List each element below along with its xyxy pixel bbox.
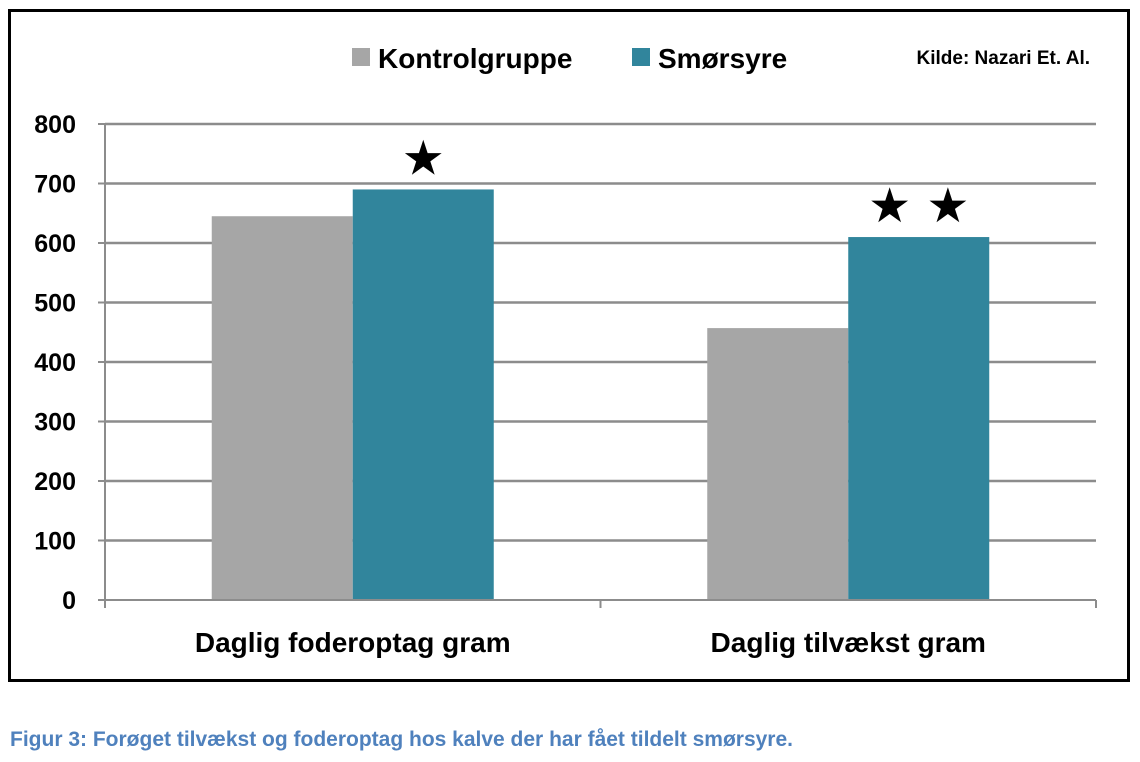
star-annotation: ★ [402, 130, 445, 186]
bars [211, 189, 990, 601]
y-tick-label: 200 [34, 468, 76, 496]
source-note: Kilde: Nazari Et. Al. [917, 48, 1091, 69]
labels: 0 100 200 300 400 500 600 700 800 Daglig foderopt… [34, 111, 986, 658]
bar-chart: 0 100 200 300 400 500 600 700 800 Daglig foderopt… [34, 43, 1097, 658]
y-tick-label: 500 [34, 290, 76, 318]
legend-swatch [632, 48, 650, 66]
axes [98, 123, 1097, 608]
legend-label: Kontrolgruppe [378, 43, 572, 74]
star-annotation: ★ ★ [868, 178, 969, 234]
bar [848, 237, 990, 601]
legend-label: Smørsyre [658, 43, 787, 74]
bar [211, 216, 353, 600]
y-tick-label: 600 [34, 230, 76, 258]
y-tick-label: 400 [34, 349, 76, 377]
legend: Kontrolgruppe Smørsyre [352, 43, 787, 74]
y-tick-label: 300 [34, 409, 76, 437]
bar [352, 189, 494, 600]
y-tick-label: 100 [34, 528, 76, 556]
figure-caption: Figur 3: Forøget tilvækst og foderoptag … [10, 728, 793, 751]
legend-swatch [352, 48, 370, 66]
x-category-label: Daglig tilvækst gram [711, 627, 986, 658]
x-category-label: Daglig foderoptag gram [195, 627, 511, 658]
y-tick-label: 700 [34, 171, 76, 199]
bar [707, 328, 849, 600]
y-tick-label: 0 [62, 587, 76, 615]
y-tick-label: 800 [34, 111, 76, 139]
